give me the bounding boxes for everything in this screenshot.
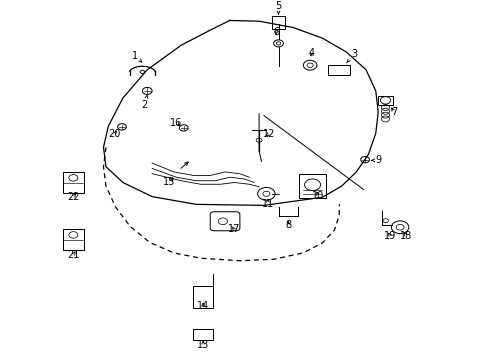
Bar [299, 174, 325, 198]
Text: 9: 9 [371, 155, 381, 165]
Text: 13: 13 [197, 339, 209, 350]
Bar [63, 229, 83, 250]
Text: 4: 4 [308, 48, 314, 58]
Text: 5: 5 [275, 1, 281, 14]
Text: 18: 18 [399, 231, 411, 241]
Text: 10: 10 [312, 191, 324, 201]
Text: 22: 22 [67, 192, 80, 202]
Text: 6: 6 [272, 27, 279, 37]
Text: 14: 14 [197, 301, 209, 311]
Text: 19: 19 [384, 231, 396, 241]
Text: 20: 20 [108, 129, 120, 139]
Bar [193, 329, 212, 340]
Bar [193, 285, 212, 309]
Bar [328, 65, 349, 75]
Text: 17: 17 [227, 224, 240, 234]
Bar [377, 95, 392, 105]
Text: 15: 15 [163, 177, 175, 187]
Text: 2: 2 [142, 95, 148, 110]
Text: 21: 21 [67, 250, 80, 260]
Text: 3: 3 [346, 49, 357, 63]
Text: 1: 1 [132, 51, 142, 62]
Text: 12: 12 [262, 129, 274, 139]
Bar [271, 15, 285, 29]
Text: 7: 7 [390, 107, 397, 117]
Text: 16: 16 [170, 118, 182, 128]
Text: 11: 11 [261, 199, 273, 209]
Text: 8: 8 [285, 220, 291, 230]
Bar [63, 172, 83, 193]
